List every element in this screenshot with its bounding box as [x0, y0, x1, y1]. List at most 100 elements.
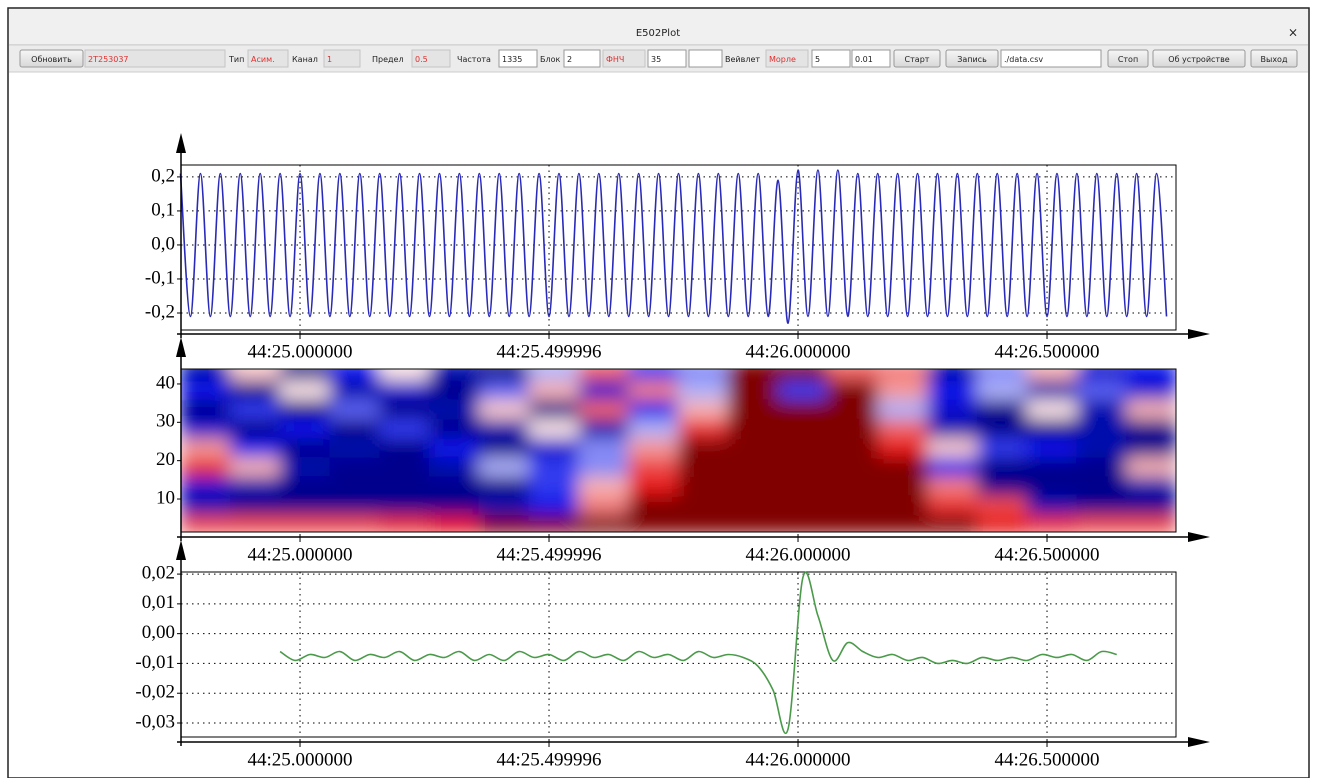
- heatmap-cell: [678, 417, 729, 439]
- heatmap-cell: [181, 379, 231, 400]
- heatmap-cell: [478, 456, 530, 477]
- y-tick-label: 0,00: [142, 622, 175, 643]
- heatmap-cell: [478, 437, 530, 458]
- button[interactable]: [19, 49, 84, 68]
- button-label[interactable]: Стоп: [1118, 55, 1138, 64]
- heatmap-cell: [379, 456, 431, 477]
- heatmap-cell: [678, 456, 729, 477]
- heatmap-cell: [877, 437, 928, 458]
- heatmap-cell: [279, 494, 331, 515]
- select-field[interactable]: [765, 49, 809, 68]
- heatmap-cell: [827, 398, 879, 419]
- heatmap-cell: [777, 475, 829, 496]
- input-value[interactable]: 0.01: [855, 55, 873, 64]
- heatmap-cell: [329, 398, 381, 419]
- select-value[interactable]: Асим.: [251, 55, 275, 64]
- heatmap-cell: [181, 494, 231, 515]
- heatmap-cell: [727, 417, 779, 439]
- input-value[interactable]: ./data.csv: [1004, 55, 1043, 64]
- button-label[interactable]: Выход: [1261, 55, 1288, 64]
- heatmap-cell: [628, 513, 679, 532]
- heatmap-cell: [678, 398, 729, 419]
- x-axis-arrow: [1188, 329, 1210, 339]
- heatmap-cell: [229, 398, 281, 419]
- y-tick-label: -0,02: [135, 682, 175, 703]
- heatmap-cell: [279, 398, 331, 419]
- heatmap-cell: [329, 494, 381, 515]
- select-value[interactable]: ФНЧ: [606, 55, 624, 64]
- heatmap-cell: [528, 475, 580, 496]
- field-label: Вейвлет: [725, 55, 760, 64]
- button[interactable]: [945, 49, 999, 68]
- button-label[interactable]: Запись: [957, 55, 987, 64]
- text-input[interactable]: [1000, 49, 1102, 68]
- heatmap-cell: [478, 513, 530, 532]
- heatmap-cell: [528, 456, 580, 477]
- heatmap-cell: [429, 398, 480, 419]
- heatmap-cell: [877, 475, 928, 496]
- button[interactable]: [1250, 49, 1298, 68]
- text-input[interactable]: [811, 49, 851, 68]
- heatmap-cell: [181, 417, 231, 439]
- heatmap-cell: [827, 437, 879, 458]
- y-tick-label: -0,1: [145, 267, 175, 288]
- select-field[interactable]: [323, 49, 361, 68]
- button[interactable]: [1152, 49, 1246, 68]
- input-value[interactable]: 5: [815, 55, 820, 64]
- heatmap-cell: [926, 475, 978, 496]
- field-label: Частота: [457, 55, 491, 64]
- text-input[interactable]: [498, 49, 538, 68]
- button-label[interactable]: Обновить: [31, 55, 72, 64]
- heatmap-cell: [181, 398, 231, 419]
- input-value[interactable]: 35: [651, 55, 661, 64]
- heatmap-cell: [229, 369, 281, 381]
- select-field[interactable]: [411, 49, 451, 68]
- heatmap-cell: [229, 513, 281, 532]
- select-field[interactable]: [247, 49, 289, 68]
- button[interactable]: [893, 49, 941, 68]
- y-tick-label: 20: [156, 449, 175, 470]
- select-field[interactable]: [602, 49, 646, 68]
- heatmap-cell: [628, 437, 679, 458]
- heatmap-cell: [1126, 494, 1176, 515]
- heatmap-cell: [1126, 369, 1176, 381]
- heatmap-cell: [1026, 379, 1078, 400]
- heatmap-cell: [379, 417, 431, 439]
- text-input[interactable]: [647, 49, 687, 68]
- x-tick-label: 44:26.500000: [995, 749, 1100, 770]
- heatmap-cell: [429, 475, 480, 496]
- heatmap-cell: [279, 369, 331, 381]
- close-button[interactable]: ×: [1288, 26, 1298, 40]
- text-input[interactable]: [688, 49, 723, 68]
- text-input[interactable]: [563, 49, 601, 68]
- heatmap-cell: [578, 437, 630, 458]
- button[interactable]: [1107, 49, 1149, 68]
- select-value[interactable]: 2T253037: [88, 55, 129, 64]
- select-value[interactable]: 0.5: [415, 55, 428, 64]
- text-input[interactable]: [851, 49, 891, 68]
- heatmap-cell: [528, 379, 580, 400]
- heatmap-cell: [379, 437, 431, 458]
- button-label[interactable]: Старт: [905, 55, 930, 64]
- input-value[interactable]: 1335: [502, 55, 522, 64]
- input-value[interactable]: 2: [567, 55, 572, 64]
- x-tick-label: 44:25.000000: [248, 749, 353, 770]
- heatmap-cell: [379, 369, 431, 381]
- select-value[interactable]: Морле: [769, 55, 796, 64]
- y-tick-label: 0,02: [142, 562, 175, 583]
- heatmap-cell: [329, 369, 381, 381]
- heatmap-cell: [976, 417, 1028, 439]
- heatmap-cell: [976, 475, 1028, 496]
- heatmap-cell: [379, 513, 431, 532]
- heatmap-cell: [976, 513, 1028, 532]
- select-value[interactable]: 1: [327, 55, 332, 64]
- heatmap-cell: [578, 513, 630, 532]
- heatmap-cell: [628, 417, 679, 439]
- heatmap-cell: [279, 417, 331, 439]
- heatmap-cell: [926, 417, 978, 439]
- button-label[interactable]: Об устройстве: [1168, 55, 1230, 64]
- heatmap-cell: [777, 417, 829, 439]
- heatmap-cell: [279, 513, 331, 532]
- heatmap-cell: [478, 369, 530, 381]
- select-field[interactable]: [84, 49, 226, 68]
